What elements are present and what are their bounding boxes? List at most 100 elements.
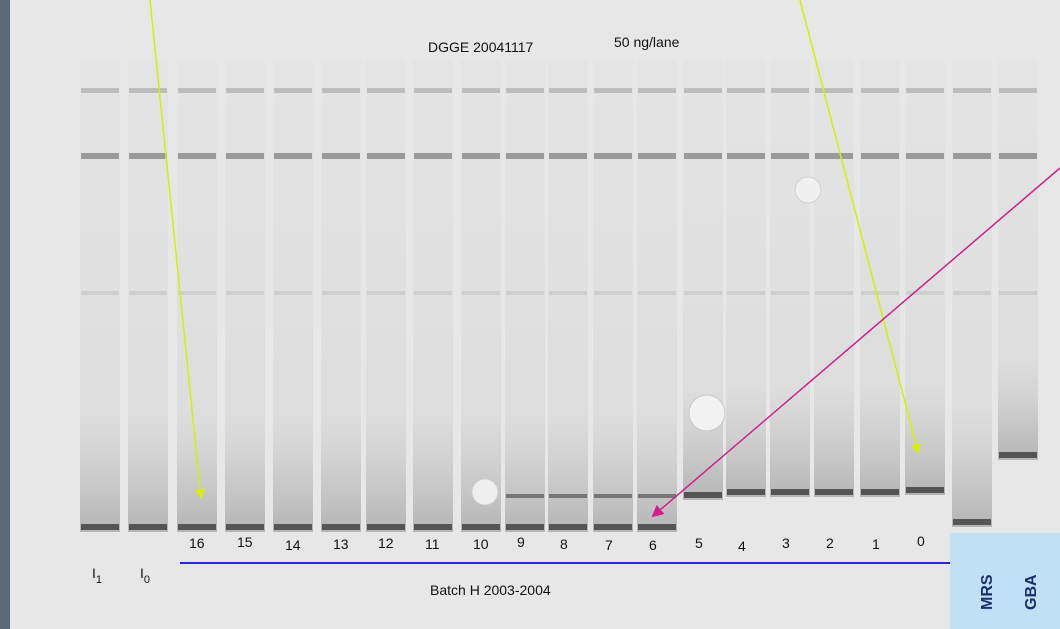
gel-band <box>953 519 991 525</box>
lane <box>998 60 1038 460</box>
reference-box <box>950 533 1060 629</box>
gel-band <box>906 88 944 93</box>
gel-band <box>129 291 167 295</box>
gel-band <box>367 524 405 530</box>
lane-label-base: 3 <box>782 535 790 551</box>
gel-band <box>727 88 765 93</box>
lane <box>683 60 723 500</box>
lane-label-base: 5 <box>695 535 703 551</box>
lane <box>770 60 810 497</box>
lane <box>413 60 453 532</box>
gel-band <box>953 88 991 93</box>
gel-band <box>226 153 264 159</box>
gel-band <box>953 153 991 159</box>
gel-band <box>861 291 899 295</box>
gel-band <box>594 88 632 93</box>
lane-label: I0 <box>140 565 150 586</box>
gel-band <box>226 88 264 93</box>
lane <box>225 60 265 532</box>
reference-label: MRS <box>979 574 996 610</box>
lane-label-base: I <box>140 565 144 581</box>
lane <box>273 60 313 532</box>
lane-label: 8 <box>560 536 568 552</box>
lane <box>548 60 588 532</box>
gel-band <box>81 524 119 530</box>
lane-label-base: 1 <box>872 536 880 552</box>
gel-band <box>178 524 216 530</box>
lane <box>593 60 633 532</box>
gel-band <box>861 88 899 93</box>
gel-band <box>274 291 312 295</box>
gel-band <box>727 153 765 159</box>
gel-band <box>771 291 809 295</box>
gel-band <box>178 291 216 295</box>
gel-band <box>549 153 587 159</box>
gel-band <box>274 524 312 530</box>
lane-label: 7 <box>605 537 613 553</box>
gel-band <box>999 153 1037 159</box>
gel-band <box>815 153 853 159</box>
lane-label-base: 0 <box>917 533 925 549</box>
lane-label-base: 12 <box>378 535 394 551</box>
gel-band <box>906 153 944 159</box>
gel-band <box>506 291 544 295</box>
bubble <box>471 478 499 506</box>
lane <box>366 60 406 532</box>
bubble <box>794 176 822 204</box>
gel-title: DGGE 20041117 <box>428 39 534 55</box>
lane-label-base: 10 <box>473 536 489 552</box>
gel-band <box>81 88 119 93</box>
gel-band <box>462 88 500 93</box>
gel-band <box>861 489 899 495</box>
gel-band <box>506 88 544 93</box>
lane-label: 12 <box>378 535 394 551</box>
lane <box>860 60 900 497</box>
gel-band <box>322 153 360 159</box>
gel-band <box>462 153 500 159</box>
gel-band <box>81 291 119 295</box>
gel-band <box>594 153 632 159</box>
gel-band <box>414 291 452 295</box>
gel-band <box>727 291 765 295</box>
lane <box>814 60 854 497</box>
gel-band <box>638 153 676 159</box>
gel-band <box>322 524 360 530</box>
lane-label-sub: 1 <box>96 574 102 586</box>
gel-band <box>462 524 500 530</box>
gel-band <box>322 88 360 93</box>
gel-band <box>367 153 405 159</box>
gel-band <box>549 524 587 530</box>
lane-label: 6 <box>649 537 657 553</box>
lane-label-base: 2 <box>826 535 834 551</box>
gel-band <box>906 291 944 295</box>
lane-label-base: 11 <box>425 536 440 552</box>
gel-band <box>815 291 853 295</box>
gel-band <box>506 524 544 530</box>
lane-label-base: 4 <box>738 538 746 554</box>
batch-label: Batch H 2003-2004 <box>430 582 551 598</box>
arrow <box>651 167 1060 518</box>
lane-label: 10 <box>473 536 489 552</box>
gel-band <box>771 88 809 93</box>
gel-band <box>414 88 452 93</box>
lane-label: 0 <box>917 533 925 549</box>
arrow <box>799 0 921 454</box>
lane-label: 13 <box>333 536 349 552</box>
lane-label: 4 <box>738 538 746 554</box>
lane <box>905 60 945 495</box>
gel-band <box>367 291 405 295</box>
arrow <box>149 0 206 499</box>
lane <box>128 60 168 532</box>
lane-label: 9 <box>517 534 525 550</box>
gel-band <box>953 291 991 295</box>
bubble <box>688 394 726 432</box>
gel-band <box>594 291 632 295</box>
lane-group <box>80 60 1038 532</box>
lane <box>461 60 501 532</box>
gel-band <box>274 88 312 93</box>
gel-band <box>549 291 587 295</box>
gel-band <box>684 291 722 295</box>
gel-band <box>684 88 722 93</box>
lane <box>726 60 766 497</box>
lane-label: I1 <box>92 565 102 586</box>
